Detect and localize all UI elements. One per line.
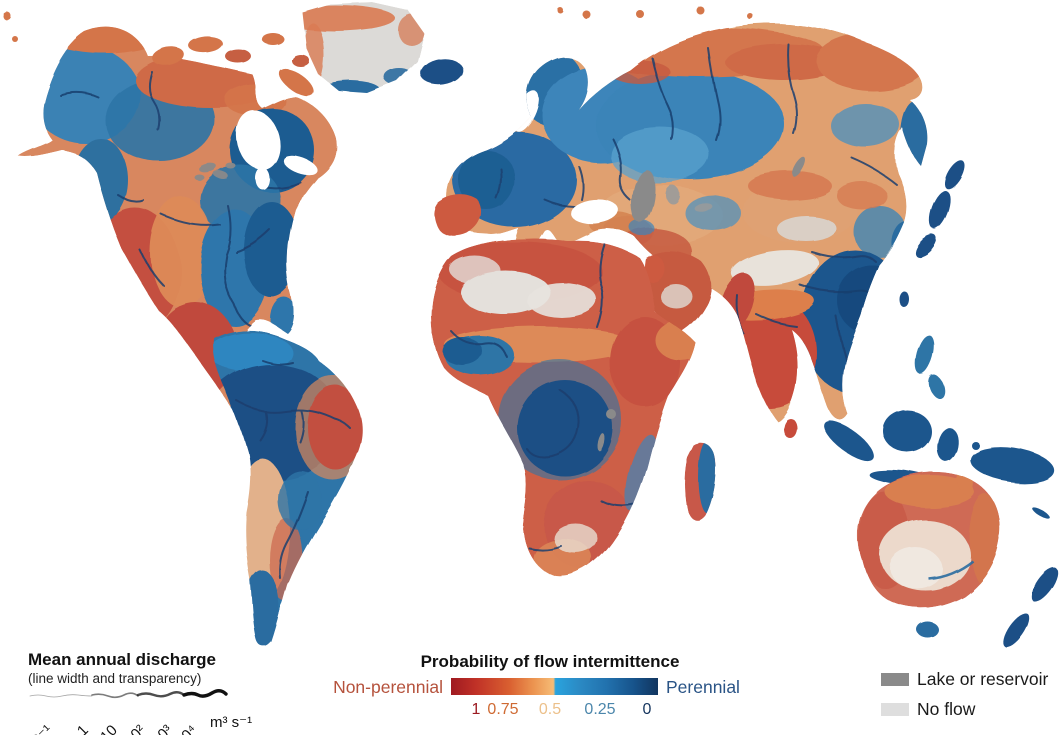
prob-tick: 0.75 — [487, 701, 519, 718]
intermittence-legend: Probability of flow intermittence Non-pe… — [330, 652, 770, 721]
discharge-tick: 10 — [97, 722, 121, 735]
classes-legend: Lake or reservoir No flow — [881, 669, 1048, 729]
continent-south-america — [213, 329, 363, 647]
continent-eurasia — [2, 6, 966, 438]
discharge-unit: m³ s⁻¹ — [210, 714, 252, 731]
discharge-legend: Mean annual discharge (line width and tr… — [23, 650, 328, 735]
islands-sea — [823, 411, 1054, 518]
noflow-swatch — [881, 703, 909, 716]
continent-australia — [857, 472, 1059, 648]
discharge-line — [29, 688, 228, 698]
discharge-tick: 10² — [121, 722, 148, 735]
lake-label: Lake or reservoir — [917, 669, 1049, 689]
lake-swatch — [881, 673, 909, 686]
legend-item-lake: Lake or reservoir — [881, 669, 1048, 690]
noflow-label: No flow — [917, 699, 976, 719]
world-map — [2, 2, 1059, 648]
prob-colorbar — [451, 678, 658, 695]
prob-tick: 1 — [471, 701, 481, 718]
legend-item-noflow: No flow — [881, 699, 1048, 720]
discharge-tick: 10⁴ — [172, 722, 200, 735]
iceland — [421, 58, 463, 86]
continent-africa — [431, 238, 717, 577]
perennial-label: Perennial — [666, 677, 740, 697]
discharge-legend-subtitle: (line width and transparency) — [28, 670, 202, 686]
prob-colorbar-ticks: 1 0.75 0.5 0.25 0 — [330, 701, 770, 721]
madagascar — [685, 443, 717, 521]
intermittence-legend-title: Probability of flow intermittence — [420, 652, 680, 671]
discharge-legend-title: Mean annual discharge — [28, 650, 216, 669]
discharge-tick: 10⁻¹ — [23, 722, 56, 735]
non-perennial-label: Non-perennial — [333, 677, 443, 697]
prob-tick: 0.5 — [538, 701, 562, 718]
discharge-scale: 10⁻¹ 1 10 10² 10³ 10⁴ m³ s⁻¹ — [23, 688, 252, 735]
discharge-tick: 1 — [74, 722, 92, 735]
prob-tick: 0.25 — [584, 701, 616, 718]
discharge-tick: 10³ — [148, 722, 175, 735]
prob-tick: 0 — [642, 701, 652, 718]
